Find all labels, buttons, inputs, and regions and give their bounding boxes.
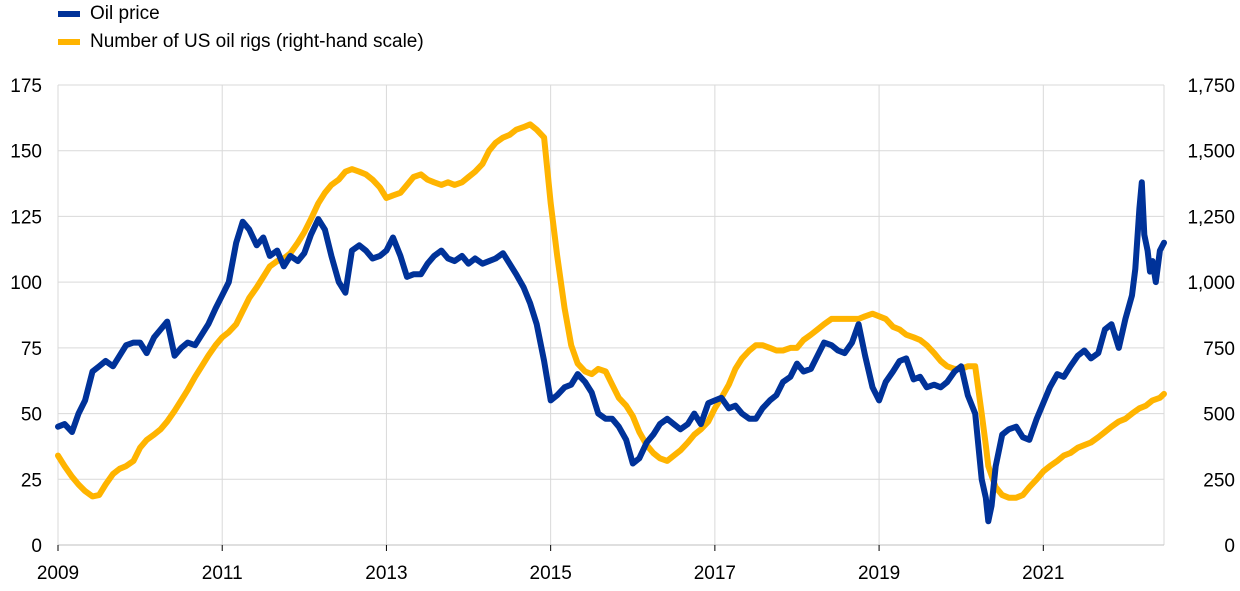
y2-tick-label: 1,500 <box>1187 142 1235 163</box>
gridlines <box>57 84 1164 546</box>
y2-tick-label: 500 <box>1203 405 1235 426</box>
y-tick-label: 50 <box>21 405 42 426</box>
y2-tick-label: 250 <box>1203 470 1235 491</box>
y-tick-label: 0 <box>31 536 42 557</box>
y-tick-label: 100 <box>10 273 42 294</box>
y2-tick-label: 0 <box>1224 536 1235 557</box>
legend-item-oil-price: Oil price <box>58 0 424 28</box>
axes <box>57 85 1165 551</box>
series-lines <box>55 121 1167 525</box>
legend-swatch-oil-price <box>58 11 80 17</box>
x-tick-label: 2009 <box>37 563 79 584</box>
legend-label-oil-price: Oil price <box>90 3 160 24</box>
x-tick-label: 2019 <box>858 563 900 584</box>
y-tick-label: 150 <box>10 142 42 163</box>
y2-tick-label: 1,000 <box>1187 273 1235 294</box>
x-tick-label: 2021 <box>1022 563 1064 584</box>
series-line-us-oil-rigs <box>55 121 1167 501</box>
y-tick-label: 75 <box>21 339 42 360</box>
series-line-oil-price <box>55 179 1167 525</box>
x-tick-label: 2013 <box>365 563 407 584</box>
y-tick-label: 125 <box>10 207 42 228</box>
y2-tick-label: 1,250 <box>1187 207 1235 228</box>
legend: Oil price Number of US oil rigs (right-h… <box>58 0 424 56</box>
legend-swatch-us-oil-rigs <box>58 39 80 45</box>
x-tick-label: 2011 <box>202 563 243 584</box>
y2-tick-label: 1,750 <box>1187 76 1235 97</box>
y-tick-label: 25 <box>21 470 42 491</box>
y2-tick-label: 750 <box>1203 339 1235 360</box>
tick-labels: 0 25 50 75 100 125 150 175 0 250 500 750 1,000 1,250 1… <box>10 76 1235 584</box>
x-tick-label: 2017 <box>694 563 736 584</box>
legend-label-us-oil-rigs: Number of US oil rigs (right-hand scale) <box>90 31 424 52</box>
x-tick-label: 2015 <box>530 563 572 584</box>
legend-item-us-oil-rigs: Number of US oil rigs (right-hand scale) <box>58 28 424 56</box>
y-tick-label: 175 <box>10 76 42 97</box>
